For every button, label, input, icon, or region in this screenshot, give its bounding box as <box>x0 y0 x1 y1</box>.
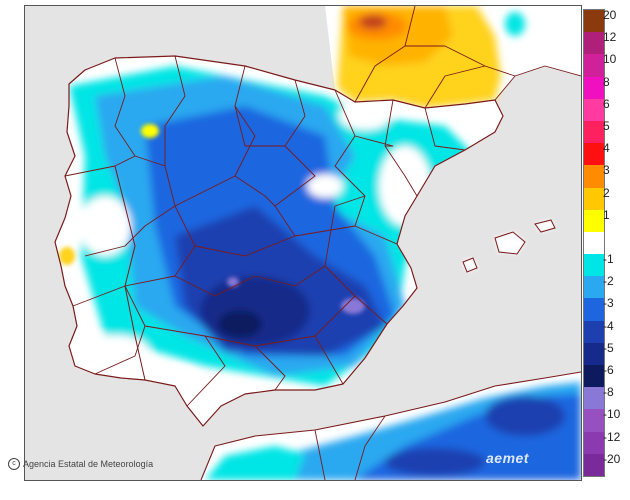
legend-tick-label: -12 <box>603 429 621 444</box>
legend-swatch <box>584 32 604 55</box>
copyright-icon: c <box>8 458 20 470</box>
legend-tick-label: -2 <box>603 274 614 289</box>
legend-swatch <box>584 165 604 189</box>
legend-swatch <box>584 187 604 211</box>
province-borders <box>54 6 581 480</box>
legend-tick-label: 4 <box>603 141 610 156</box>
legend-swatch <box>584 254 604 277</box>
legend-tick-label: 8 <box>603 74 610 89</box>
legend-swatch <box>584 431 604 455</box>
france-warm-anomaly <box>337 6 525 108</box>
portugal-border <box>114 165 146 381</box>
credit-text: Agencia Estatal de Meteorología <box>23 459 154 469</box>
legend-swatch <box>584 409 604 433</box>
legend-swatch <box>584 54 604 78</box>
legend-swatch <box>584 120 604 144</box>
legend-swatch <box>584 298 604 322</box>
legend-swatch <box>584 10 604 33</box>
legend-swatch <box>584 76 604 100</box>
legend-swatch <box>584 387 604 410</box>
legend-tick-label: -8 <box>603 385 614 400</box>
legend-tick-label: -3 <box>603 296 614 311</box>
iberia-anomaly-field <box>59 66 475 391</box>
legend-tick-label: -10 <box>603 407 621 422</box>
legend-tick-label: -5 <box>603 340 614 355</box>
legend-tick-label: 5 <box>603 118 610 133</box>
legend-swatch <box>584 453 604 477</box>
balearic-outlines <box>462 219 556 273</box>
legend-tick-label: -4 <box>603 318 614 333</box>
legend-swatch <box>584 342 604 366</box>
legend-swatch <box>584 98 604 122</box>
legend-tick-label: 20 <box>603 8 617 22</box>
legend-tick-label: -20 <box>603 451 621 466</box>
legend-swatch <box>584 231 604 255</box>
legend-swatch <box>584 320 604 344</box>
anomaly-map <box>24 5 582 481</box>
legend-tick-label: -1 <box>603 252 614 267</box>
legend-tick-label: 6 <box>603 96 610 111</box>
map-canvas <box>25 6 581 480</box>
aemet-logo: aemet <box>486 450 529 466</box>
legend-swatch <box>584 209 604 233</box>
legend-tick-label: 12 <box>603 30 617 45</box>
legend-tick-label: 1 <box>603 207 610 222</box>
legend-colorbar <box>583 9 605 477</box>
legend-swatch <box>584 276 604 299</box>
legend-tick-label: 2 <box>603 185 610 200</box>
credit-line: c Agencia Estatal de Meteorología <box>8 458 153 470</box>
legend-swatch <box>584 365 604 388</box>
legend-tick-label: 3 <box>603 163 610 178</box>
legend-tick-label: 10 <box>603 52 617 67</box>
north-africa-anomaly <box>205 382 581 480</box>
legend-swatch <box>584 143 604 166</box>
legend-tick-label: -6 <box>603 363 614 378</box>
